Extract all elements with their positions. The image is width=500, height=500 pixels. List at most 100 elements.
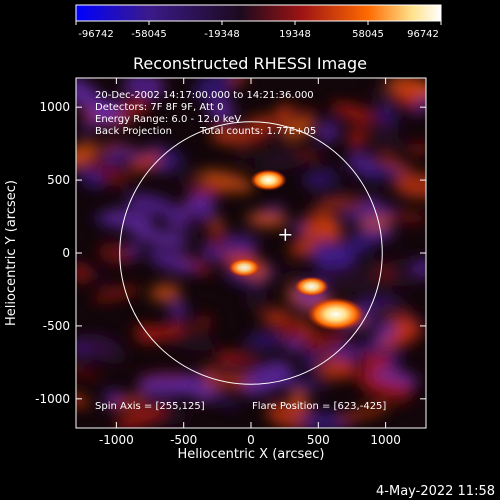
colorbar-gradient (75, 4, 442, 22)
footer-timestamp: 4-May-2022 11:58 (376, 484, 495, 499)
texture-blob (347, 357, 366, 374)
texture-blob (340, 205, 396, 222)
annotations: 20-Dec-2002 14:17:00.000 to 14:21:36.000… (95, 90, 386, 412)
bright-source (228, 258, 261, 277)
texture-blob (136, 322, 190, 344)
colorbar: -96742 -58045 -19348 19348 58045 96742 (75, 4, 442, 40)
texture-blob (92, 286, 140, 302)
colorbar-tick-label: -19348 (204, 29, 239, 40)
texture-blob (97, 242, 134, 265)
texture-blob (135, 80, 158, 99)
texture-blob (85, 167, 104, 190)
texture-blob (78, 332, 127, 365)
texture-blob (110, 394, 148, 410)
texture-blob (296, 107, 319, 121)
y-axis-ticks: -1000 -500 0 500 1000 (35, 100, 426, 406)
texture-blob (132, 324, 162, 338)
texture-blob (115, 404, 168, 428)
texture-blob (316, 119, 340, 145)
annotation-total-counts: Total counts: 1.77E+05 (199, 126, 316, 137)
texture-blob (301, 212, 339, 239)
bright-source (307, 297, 365, 332)
texture-blob (178, 211, 217, 229)
y-axis-label: Heliocentric Y (arcsec) (4, 180, 19, 326)
texture-blob (317, 357, 351, 380)
texture-blob (372, 324, 397, 342)
texture-blob (374, 154, 414, 173)
texture-blob (304, 327, 349, 355)
texture-blob (76, 141, 99, 169)
texture-blob (306, 184, 355, 210)
texture-blob (296, 411, 350, 428)
texture-blob (308, 245, 353, 267)
x-tick-label: -500 (170, 433, 197, 447)
image-texture (76, 78, 426, 428)
texture-blob (317, 198, 365, 212)
x-tick-label: 1000 (370, 433, 401, 447)
texture-blob (366, 353, 392, 372)
texture-blob (263, 129, 289, 140)
texture-blob (187, 188, 213, 209)
texture-blob (371, 132, 408, 152)
texture-blob (76, 265, 90, 283)
texture-blob (245, 285, 268, 311)
colorbar-tick-label: 58045 (352, 29, 384, 40)
y-tick-label: 500 (47, 173, 70, 187)
texture-blob (364, 115, 400, 133)
annotation-energy-range: Energy Range: 6.0 - 12.0 keV (95, 114, 241, 125)
texture-blob (188, 183, 222, 193)
texture-blob (393, 173, 426, 199)
x-tick-label: 500 (307, 433, 330, 447)
chart-title: Reconstructed RHESSI Image (133, 54, 367, 73)
texture-blob (198, 170, 254, 193)
texture-blob (137, 376, 192, 397)
texture-blob (76, 361, 103, 380)
colorbar-ticks: -96742 -58045 -19348 19348 58045 96742 (75, 21, 442, 40)
texture-blob (347, 127, 367, 149)
bright-sources (228, 169, 365, 332)
colorbar-tick-label: 96742 (407, 29, 439, 40)
x-tick-label: -1000 (99, 433, 134, 447)
texture-blob (167, 331, 216, 352)
texture-blob (149, 284, 181, 302)
texture-blob (359, 195, 381, 208)
y-tick-label: 1000 (39, 100, 70, 114)
texture-blob (413, 259, 426, 276)
texture-blob (177, 172, 197, 187)
texture-blob (168, 300, 188, 319)
annotation-method: Back Projection (95, 126, 172, 137)
texture-blob (192, 78, 238, 100)
texture-blob (76, 78, 101, 108)
y-tick-label: -1000 (35, 392, 70, 406)
texture-blob (398, 79, 421, 104)
texture-blob (280, 318, 305, 343)
texture-blob (358, 164, 405, 181)
texture-blob (244, 333, 284, 349)
texture-blob (295, 149, 323, 162)
texture-blob (102, 145, 134, 166)
texture-blob (249, 355, 282, 374)
annotation-spin-axis: Spin Axis = [255,125] (95, 401, 205, 412)
texture-blob (147, 248, 199, 274)
texture-blob (235, 151, 253, 163)
texture-blob (389, 267, 420, 287)
texture-blob (381, 210, 426, 224)
texture-blob (103, 209, 154, 231)
texture-blob (93, 213, 114, 228)
texture-blob (241, 362, 294, 396)
colorbar-tick-label: -96742 (78, 29, 113, 40)
annotation-detectors: Detectors: 7F 8F 9F, Att 0 (95, 102, 223, 113)
texture-blob (302, 350, 320, 372)
texture-blob (76, 152, 129, 187)
texture-blob (336, 405, 390, 422)
colorbar-tick-label: 19348 (279, 29, 311, 40)
texture-blob (411, 142, 426, 156)
spin-axis-marker (279, 228, 292, 241)
texture-blob (129, 151, 162, 174)
texture-blob (131, 228, 191, 248)
y-tick-label: -500 (43, 319, 70, 333)
texture-blob (303, 170, 339, 185)
colorbar-tick-label: -58045 (131, 29, 166, 40)
bright-source (250, 169, 287, 191)
